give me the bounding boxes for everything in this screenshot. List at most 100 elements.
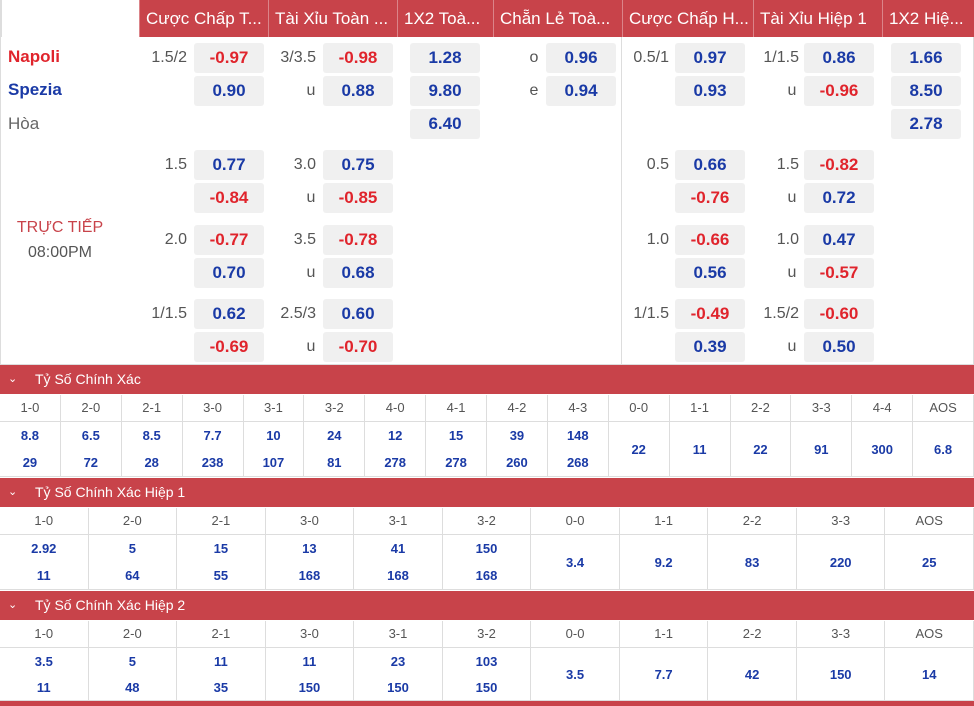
score-odds-cell[interactable]: 6.8 bbox=[913, 422, 974, 476]
score-odds-top[interactable]: 150 bbox=[829, 666, 852, 682]
score-odds-top[interactable]: 23 bbox=[390, 653, 406, 669]
score-odds-top[interactable]: 300 bbox=[871, 441, 894, 457]
header-odd-even[interactable]: Chẵn Lẻ Toà... bbox=[493, 0, 622, 37]
chevron-down-icon[interactable]: ⌄ bbox=[8, 373, 18, 385]
score-odds-cell[interactable]: 2.92 11 bbox=[0, 535, 89, 589]
alt-ou-under-odds[interactable]: 0.68 bbox=[323, 258, 393, 288]
alt-half-ah-away-odds[interactable]: -0.76 bbox=[675, 183, 745, 213]
score-odds-bottom[interactable]: 260 bbox=[506, 455, 528, 470]
alt-ou-over-odds[interactable]: -0.78 bbox=[323, 225, 393, 255]
score-odds-top[interactable]: 91 bbox=[814, 441, 829, 457]
header-1x2-full[interactable]: 1X2 Toà... bbox=[397, 0, 493, 37]
score-odds-cell[interactable]: 22 bbox=[731, 422, 792, 476]
score-odds-cell[interactable]: 15 278 bbox=[426, 422, 487, 476]
score-odds-cell[interactable]: 15 55 bbox=[177, 535, 266, 589]
score-odds-top[interactable]: 11 bbox=[213, 653, 228, 669]
1x2-away-odds[interactable]: 9.80 bbox=[410, 76, 480, 106]
score-odds-cell[interactable]: 11 bbox=[670, 422, 731, 476]
score-odds-bottom[interactable]: 48 bbox=[125, 679, 140, 695]
score-odds-top[interactable]: 8.5 bbox=[142, 428, 161, 443]
half-1x2-away-odds[interactable]: 8.50 bbox=[891, 76, 961, 106]
alt-ou-under-odds[interactable]: -0.70 bbox=[323, 332, 393, 362]
score-odds-cell[interactable]: 103 150 bbox=[443, 648, 532, 700]
score-odds-cell[interactable]: 14 bbox=[885, 648, 974, 700]
score-odds-bottom[interactable]: 64 bbox=[125, 568, 140, 583]
alt-half-ou-under-odds[interactable]: -0.57 bbox=[804, 258, 874, 288]
score-odds-bottom[interactable]: 35 bbox=[213, 679, 229, 695]
score-odds-cell[interactable]: 8.5 28 bbox=[122, 422, 183, 476]
score-odds-top[interactable]: 150 bbox=[475, 541, 498, 556]
ah-away-odds[interactable]: 0.90 bbox=[194, 76, 264, 106]
score-odds-top[interactable]: 5 bbox=[128, 541, 136, 556]
score-odds-cell[interactable]: 9.2 bbox=[620, 535, 709, 589]
score-odds-top[interactable]: 7.7 bbox=[203, 428, 222, 443]
score-odds-bottom[interactable]: 28 bbox=[144, 455, 159, 470]
score-odds-cell[interactable]: 7.7 bbox=[620, 648, 709, 700]
score-odds-cell[interactable]: 3.5 11 bbox=[0, 648, 89, 700]
score-odds-bottom[interactable]: 168 bbox=[475, 568, 498, 583]
score-odds-cell[interactable]: 7.7 238 bbox=[183, 422, 244, 476]
header-1x2-half[interactable]: 1X2 Hiệ... bbox=[882, 0, 974, 37]
score-odds-top[interactable]: 9.2 bbox=[654, 554, 673, 570]
score-odds-bottom[interactable]: 11 bbox=[36, 568, 51, 583]
alt-half-ah-home-odds[interactable]: -0.49 bbox=[675, 299, 745, 329]
score-odds-cell[interactable]: 3.4 bbox=[531, 535, 620, 589]
header-ou-full[interactable]: Tài Xỉu Toàn ... bbox=[268, 0, 397, 37]
score-odds-cell[interactable]: 300 bbox=[852, 422, 914, 476]
alt-ah-home-odds[interactable]: 0.77 bbox=[194, 150, 264, 180]
score-odds-cell[interactable]: 150 bbox=[797, 648, 886, 700]
score-odds-top[interactable]: 6.5 bbox=[81, 428, 100, 443]
alt-half-ah-away-odds[interactable]: 0.56 bbox=[675, 258, 745, 288]
score-odds-top[interactable]: 15 bbox=[213, 541, 229, 556]
score-odds-cell[interactable]: 10 107 bbox=[244, 422, 305, 476]
score-odds-bottom[interactable]: 268 bbox=[566, 455, 589, 470]
score-odds-cell[interactable]: 8.8 29 bbox=[0, 422, 61, 476]
header-ah-full[interactable]: Cược Chấp T... bbox=[139, 0, 268, 37]
header-ou-half[interactable]: Tài Xỉu Hiệp 1 bbox=[753, 0, 882, 37]
1x2-home-odds[interactable]: 1.28 bbox=[410, 43, 480, 73]
score-odds-bottom[interactable]: 29 bbox=[22, 455, 38, 470]
score-odds-top[interactable]: 2.92 bbox=[31, 541, 57, 556]
even-odds[interactable]: 0.94 bbox=[546, 76, 616, 106]
alt-ah-away-odds[interactable]: -0.84 bbox=[194, 183, 264, 213]
score-odds-cell[interactable]: 12 278 bbox=[365, 422, 427, 476]
score-odds-top[interactable]: 148 bbox=[566, 428, 589, 443]
score-odds-top[interactable]: 3.5 bbox=[566, 666, 585, 682]
score-odds-top[interactable]: 42 bbox=[744, 666, 760, 682]
score-odds-bottom[interactable]: 150 bbox=[387, 679, 409, 695]
score-odds-top[interactable]: 22 bbox=[753, 441, 768, 457]
score-odds-cell[interactable]: 150 168 bbox=[443, 535, 532, 589]
half-ou-over-odds[interactable]: 0.86 bbox=[804, 43, 874, 73]
score-odds-top[interactable]: 3.5 bbox=[34, 653, 53, 669]
score-odds-top[interactable]: 12 bbox=[387, 428, 403, 443]
half-ou-under-odds[interactable]: -0.96 bbox=[804, 76, 874, 106]
score-odds-cell[interactable]: 42 bbox=[708, 648, 797, 700]
score-odds-cell[interactable]: 11 150 bbox=[266, 648, 355, 700]
score-odds-top[interactable]: 11 bbox=[302, 653, 317, 669]
score-odds-bottom[interactable]: 168 bbox=[298, 568, 321, 583]
alt-half-ah-away-odds[interactable]: 0.39 bbox=[675, 332, 745, 362]
score-odds-top[interactable]: 8.8 bbox=[20, 428, 39, 443]
section-correct-score-h2[interactable]: ⌄ Tỷ Số Chính Xác Hiệp 2 bbox=[0, 591, 974, 620]
score-odds-top[interactable]: 3.4 bbox=[566, 554, 585, 570]
chevron-down-icon[interactable]: ⌄ bbox=[8, 486, 18, 498]
score-odds-cell[interactable]: 5 48 bbox=[89, 648, 178, 700]
odd-odds[interactable]: 0.96 bbox=[546, 43, 616, 73]
score-odds-top[interactable]: 15 bbox=[448, 428, 464, 443]
score-odds-cell[interactable]: 91 bbox=[791, 422, 853, 476]
alt-ou-over-odds[interactable]: 0.75 bbox=[323, 150, 393, 180]
score-odds-cell[interactable]: 6.5 72 bbox=[61, 422, 122, 476]
score-odds-cell[interactable]: 220 bbox=[797, 535, 886, 589]
half-1x2-draw-odds[interactable]: 2.78 bbox=[891, 109, 961, 139]
header-ah-half[interactable]: Cược Chấp H... bbox=[622, 0, 753, 37]
half-ah-away-odds[interactable]: 0.93 bbox=[675, 76, 745, 106]
alt-ah-home-odds[interactable]: 0.62 bbox=[194, 299, 264, 329]
score-odds-top[interactable]: 7.7 bbox=[654, 666, 673, 682]
ou-under-odds[interactable]: 0.88 bbox=[323, 76, 393, 106]
alt-half-ou-over-odds[interactable]: -0.60 bbox=[804, 299, 874, 329]
score-odds-cell[interactable]: 24 81 bbox=[304, 422, 366, 476]
score-odds-cell[interactable]: 5 64 bbox=[89, 535, 178, 589]
score-odds-top[interactable]: 14 bbox=[922, 666, 937, 682]
alt-half-ou-under-odds[interactable]: 0.50 bbox=[804, 332, 874, 362]
score-odds-bottom[interactable]: 150 bbox=[298, 679, 321, 695]
